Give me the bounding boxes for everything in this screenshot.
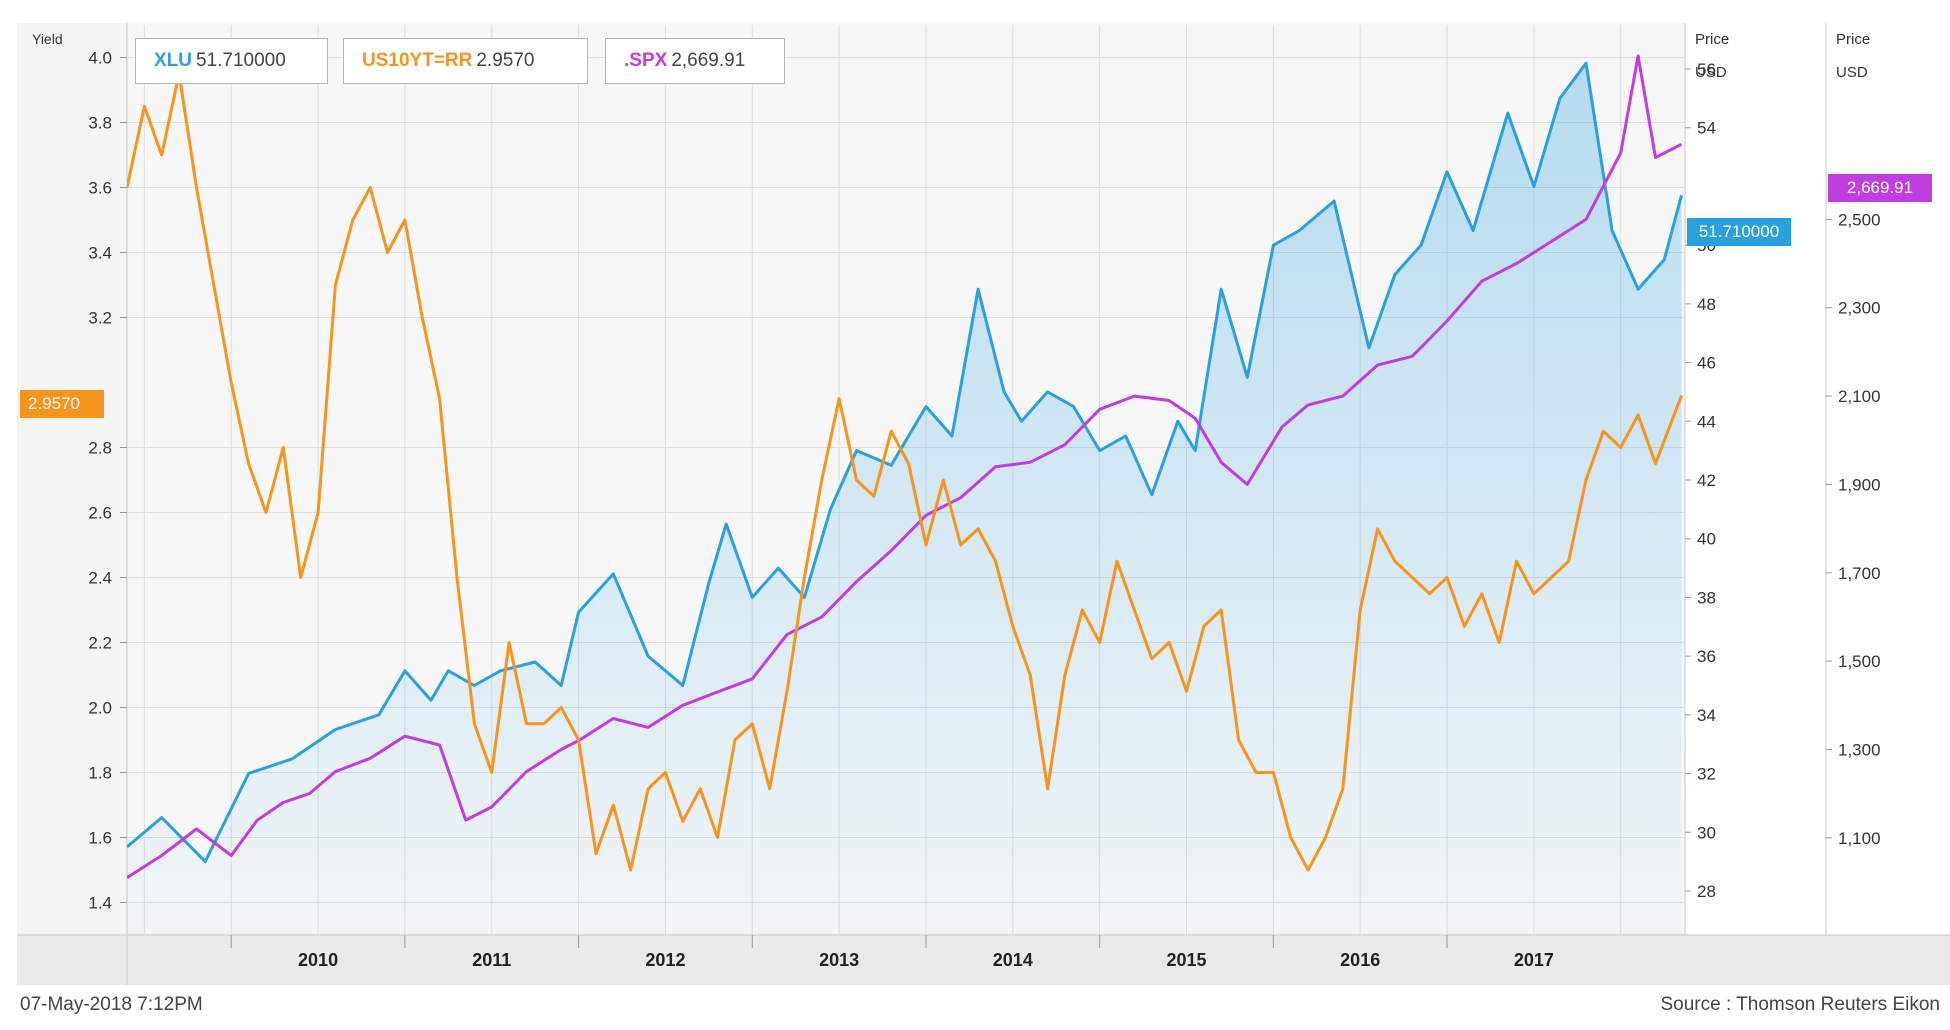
legend-spx[interactable]: .SPX 2,669.91 [605, 38, 785, 84]
yield-tick-label: 2.0 [88, 699, 112, 718]
price-axis-1-unit: USD [1695, 64, 1727, 81]
xlu-line[interactable] [127, 61, 1683, 864]
legend-xlu-value: 51.710000 [196, 50, 286, 71]
us10ytrr-line[interactable] [127, 72, 1683, 872]
time-axis: 2010 2011 2012 2013 2014 2015 2016 2017 [230, 935, 1554, 970]
price-axis-1-tick-label: 46 [1697, 354, 1716, 373]
year-label: 2014 [993, 950, 1033, 970]
price-axis-2-tick-label: 1,100 [1838, 829, 1881, 848]
price-axis-2-unit: USD [1836, 64, 1868, 81]
yield-tick-label: 2.4 [88, 569, 112, 588]
time-axis-band [17, 935, 1950, 985]
price-axis-1-tick-label: 40 [1697, 530, 1716, 549]
spx-last-value-tag: 2,669.91 [1828, 174, 1932, 202]
yield-tick-label: 3.6 [88, 179, 112, 198]
legend-spx-value: 2,669.91 [671, 50, 746, 71]
legend-us10yt-symbol: US10YT=RR [362, 50, 473, 71]
yield-tick-label: 4.0 [88, 49, 112, 68]
price-axis-1-tick-label: 36 [1697, 647, 1716, 666]
price-axis-1-tick-label: 30 [1697, 823, 1716, 842]
year-label: 2010 [298, 950, 338, 970]
yield-tick-label: 2.8 [88, 439, 112, 458]
price-axis-2-tick-label: 1,500 [1838, 652, 1881, 671]
year-label: 2016 [1340, 950, 1380, 970]
legend-xlu-symbol: XLU [154, 50, 192, 71]
yield-axis: Yield 4.0 3.8 3.6 3.4 3.2 2.8 2.6 2.4 2.2 2.0 1.8 1.… [32, 31, 127, 913]
price-axis-2-tick-label: 2,300 [1838, 299, 1881, 318]
legend-spx-symbol: .SPX [624, 50, 668, 71]
price-axis-2-label: Price [1836, 31, 1870, 48]
xlu-area [127, 63, 1682, 935]
yield-tick-label: 3.2 [88, 309, 112, 328]
price-axis-1-tick-label: 32 [1697, 765, 1716, 784]
price-axis-2-tick-label: 2,500 [1838, 210, 1881, 229]
yield-tick-label: 2.2 [88, 634, 112, 653]
price-axis-2-tick-label: 1,700 [1838, 564, 1881, 583]
xlu-last-value-tag: 51.710000 [1687, 218, 1791, 246]
price-axis-2-tick-label: 1,900 [1838, 475, 1881, 494]
price-axis-1-tick-label: 28 [1697, 882, 1716, 901]
series-layer [127, 54, 1683, 935]
price-axis-1-tick-label: 54 [1697, 119, 1716, 138]
legend-xlu[interactable]: XLU 51.710000 [135, 38, 328, 84]
yield-tick-label: 3.8 [88, 114, 112, 133]
year-label: 2013 [819, 950, 859, 970]
yield-last-value-tag: 2.9570 [20, 390, 104, 418]
yield-axis-label: Yield [32, 31, 63, 47]
price-axis-1-tick-label: 56 [1697, 60, 1716, 79]
price-axis-1-tick-label: 38 [1697, 588, 1716, 607]
price-axis-1: PriceUSD5654504846444240383634323028 [1685, 31, 1729, 901]
legend-us10yt-value: 2.9570 [476, 50, 535, 71]
price-axis-1-panel [1685, 23, 1826, 935]
price-axis-1-label: Price [1695, 31, 1729, 48]
legend-us10yt[interactable]: US10YT=RR 2.9570 [343, 38, 588, 84]
yield-tick-label: 3.4 [88, 244, 112, 263]
year-label: 2017 [1514, 950, 1554, 970]
source-credit: Source : Thomson Reuters Eikon [1660, 994, 1940, 1015]
price-axis-2-tick-label: 2,100 [1838, 387, 1881, 406]
price-axis-1-tick-label: 42 [1697, 471, 1716, 490]
yield-tick-label: 1.6 [88, 829, 112, 848]
yield-tick-label: 1.8 [88, 764, 112, 783]
price-axis-1-tick-label: 34 [1697, 706, 1716, 725]
timestamp: 07-May-2018 7:12PM [20, 994, 203, 1015]
price-axis-2: Price USD 2,500 2,300 2,100 1,900 1,700 1,500 1,… [1826, 31, 1881, 848]
yield-tick-label: 2.6 [88, 504, 112, 523]
yield-tick-label: 1.4 [88, 894, 112, 913]
yield-axis-panel [17, 23, 127, 935]
price-axis-2-tick-label: 1,300 [1838, 740, 1881, 759]
year-label: 2012 [645, 950, 685, 970]
spx-line[interactable] [127, 54, 1683, 879]
year-label: 2015 [1166, 950, 1206, 970]
price-axis-1-tick-label: 44 [1697, 412, 1716, 431]
year-label: 2011 [472, 950, 511, 970]
price-axis-1-tick-label: 48 [1697, 295, 1716, 314]
